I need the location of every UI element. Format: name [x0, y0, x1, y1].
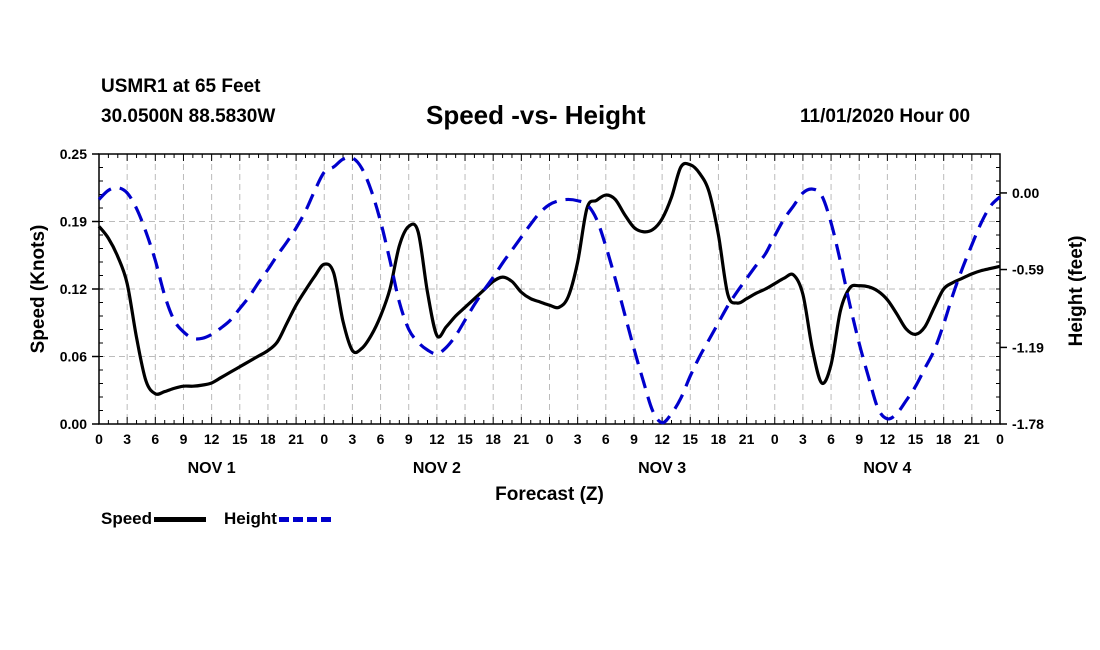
x-tick-label: 21	[288, 431, 304, 447]
y-axis-label: Speed (Knots)	[28, 225, 49, 354]
day-label: NOV 4	[863, 460, 911, 477]
x-tick-label: 6	[151, 431, 159, 447]
x-tick-label: 9	[855, 431, 863, 447]
x-axis-label: Forecast (Z)	[495, 484, 604, 505]
legend-speed-label: Speed	[101, 509, 153, 528]
x-tick-label: 15	[682, 431, 698, 447]
x-tick-label: 18	[711, 431, 727, 447]
chart-title: Speed -vs- Height	[426, 100, 646, 130]
x-tick-label: 3	[574, 431, 582, 447]
x-tick-label: 12	[880, 431, 896, 447]
y2-tick-label: -0.59	[1012, 262, 1044, 278]
x-tick-label: 6	[602, 431, 610, 447]
y2-tick-label: -1.19	[1012, 339, 1044, 355]
coordinates-label: 30.0500N 88.5830W	[101, 106, 276, 127]
legend-height-label: Height	[224, 509, 277, 528]
day-label: NOV 2	[413, 460, 461, 477]
y-tick-label: 0.06	[60, 349, 87, 365]
x-tick-label: 9	[180, 431, 188, 447]
speed-series-line	[97, 161, 1001, 396]
station-label: USMR1 at 65 Feet	[101, 76, 261, 97]
x-tick-label: 0	[320, 431, 328, 447]
x-tick-label: 12	[654, 431, 670, 447]
x-tick-label: 18	[260, 431, 276, 447]
x-tick-label: 12	[429, 431, 445, 447]
x-tick-label: 12	[204, 431, 220, 447]
y-tick-label: 0.12	[60, 281, 87, 297]
y-tick-label: 0.19	[60, 214, 87, 230]
legend: Speed Height	[101, 509, 349, 529]
y2-tick-label: 0.00	[1012, 185, 1039, 201]
x-tick-label: 0	[546, 431, 554, 447]
x-tick-label: 18	[485, 431, 501, 447]
legend-height-swatch	[278, 516, 331, 522]
x-tick-label: 0	[95, 431, 103, 447]
height-series-line	[97, 155, 1002, 425]
x-tick-label: 15	[908, 431, 924, 447]
x-tick-label: 3	[349, 431, 357, 447]
y2-tick-label: -1.78	[1012, 416, 1044, 432]
y2-axis-label: Height (feet)	[1066, 236, 1087, 347]
x-tick-label: 0	[996, 431, 1004, 447]
x-tick-label: 0	[771, 431, 779, 447]
x-tick-label: 3	[799, 431, 807, 447]
y-tick-label: 0.00	[60, 416, 87, 432]
x-tick-label: 18	[936, 431, 952, 447]
forecast-date-label: 11/01/2020 Hour 00	[800, 106, 971, 127]
x-tick-label: 21	[739, 431, 755, 447]
day-label: NOV 3	[638, 460, 686, 477]
legend-speed: Speed	[101, 509, 207, 529]
x-tick-label: 21	[514, 431, 530, 447]
x-tick-label: 3	[123, 431, 131, 447]
y-tick-label: 0.25	[60, 146, 87, 162]
x-tick-label: 15	[457, 431, 473, 447]
x-tick-label: 15	[232, 431, 248, 447]
legend-speed-swatch	[154, 516, 207, 522]
x-tick-label: 6	[827, 431, 835, 447]
x-tick-label: 9	[630, 431, 638, 447]
x-tick-label: 21	[964, 431, 980, 447]
x-tick-label: 9	[405, 431, 413, 447]
legend-height: Height	[224, 509, 331, 529]
x-tick-label: 6	[377, 431, 385, 447]
day-label: NOV 1	[188, 460, 236, 477]
